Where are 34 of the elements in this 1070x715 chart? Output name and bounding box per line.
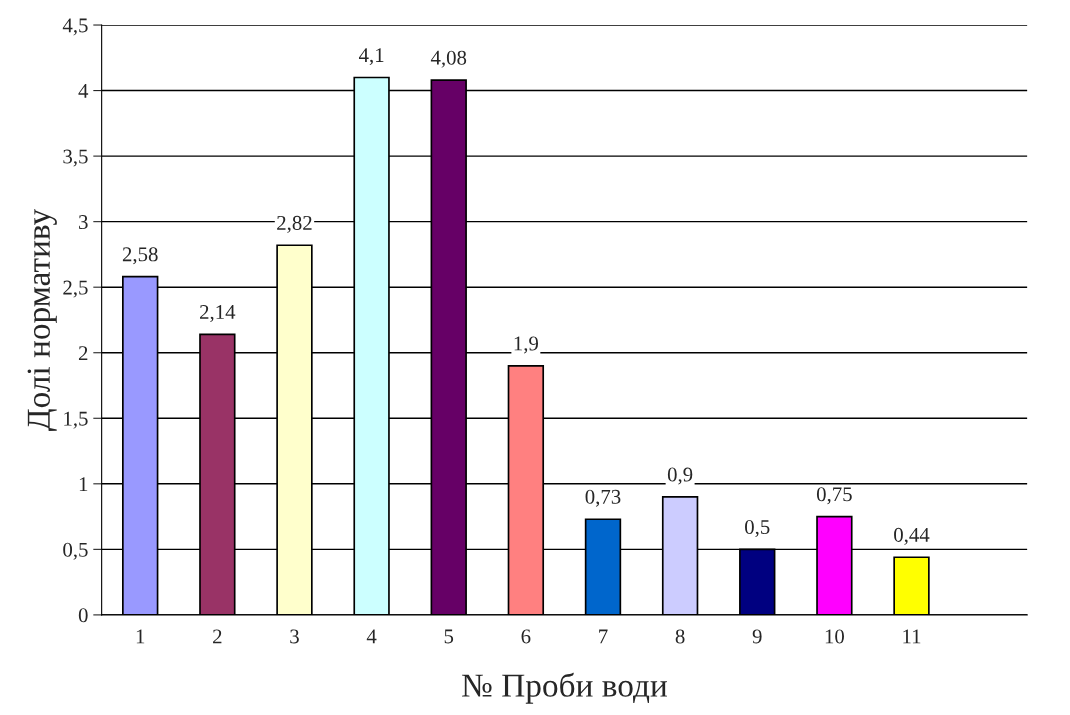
data-label: 2,82 — [277, 215, 312, 233]
x-tick-label: 10 — [825, 629, 844, 644]
data-label: 0,5 — [745, 519, 770, 538]
data-label: 2,58 — [122, 247, 158, 265]
x-tick-label: 1 — [136, 629, 145, 644]
data-label: 0,73 — [585, 489, 621, 507]
data-label: 1,9 — [514, 336, 539, 354]
y-tick-label: 3 — [79, 215, 88, 230]
y-tick-label: 2 — [78, 346, 88, 360]
data-label: 0,9 — [667, 467, 693, 485]
y-tick-label: 0,5 — [63, 542, 88, 560]
y-tick-label: 4 — [78, 84, 89, 98]
data-label: 4,08 — [430, 50, 467, 68]
x-tick-label: 7 — [599, 629, 608, 644]
x-tick-label: 4 — [366, 629, 377, 644]
y-tick-label: 1,5 — [64, 411, 88, 429]
data-label: 4,1 — [358, 48, 384, 66]
data-label: 0,75 — [816, 487, 852, 505]
x-tick-label: 8 — [675, 629, 685, 644]
x-tick-label: 2 — [213, 629, 222, 644]
x-tick-label: 9 — [752, 629, 762, 644]
y-tick-label: 1 — [79, 477, 88, 492]
x-tick-label: 11 — [903, 629, 921, 644]
y-tick-label: 0 — [78, 608, 88, 623]
x-axis-title: № Проби води — [462, 672, 667, 704]
y-tick-label: 4,5 — [62, 18, 88, 36]
y-tick-label: 3,5 — [63, 149, 88, 167]
data-label: 0,44 — [894, 527, 930, 545]
data-label: 2,14 — [200, 305, 236, 323]
x-tick-label: 3 — [290, 629, 299, 644]
y-tick-label: 2,5 — [63, 280, 88, 298]
x-tick-label: 6 — [521, 629, 531, 644]
x-tick-label: 5 — [444, 629, 454, 644]
y-axis-title: Долі нормативу — [27, 208, 57, 431]
